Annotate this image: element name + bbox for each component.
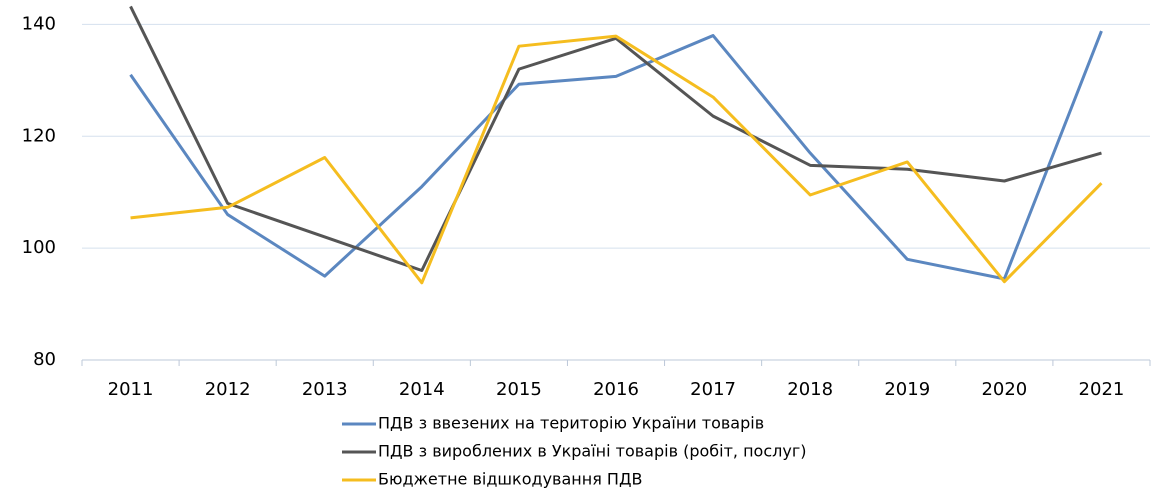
x-tick-label: 2020	[981, 379, 1027, 400]
y-tick-label: 100	[22, 237, 56, 258]
x-tick-label: 2015	[496, 379, 542, 400]
series-line	[129, 30, 1103, 281]
series-line	[130, 34, 1103, 285]
y-tick-label: 80	[33, 349, 56, 370]
legend-label: ПДВ з вироблених в Україні товарів (робі…	[378, 442, 806, 461]
legend-label: Бюджетне відшкодування ПДВ	[378, 470, 642, 488]
legend-label: ПДВ з ввезених на територію України това…	[378, 414, 764, 433]
x-tick-label: 2017	[690, 379, 736, 400]
y-tick-label: 120	[22, 125, 56, 146]
x-tick-label: 2014	[399, 379, 445, 400]
x-tick-label: 2019	[884, 379, 930, 400]
x-tick-label: 2011	[108, 379, 154, 400]
x-tick-label: 2021	[1079, 379, 1125, 400]
x-tick-label: 2013	[302, 379, 348, 400]
y-tick-label: 140	[22, 13, 56, 34]
series-line	[129, 5, 1102, 272]
x-tick-label: 2012	[205, 379, 251, 400]
x-tick-label: 2018	[787, 379, 833, 400]
x-tick-label: 2016	[593, 379, 639, 400]
